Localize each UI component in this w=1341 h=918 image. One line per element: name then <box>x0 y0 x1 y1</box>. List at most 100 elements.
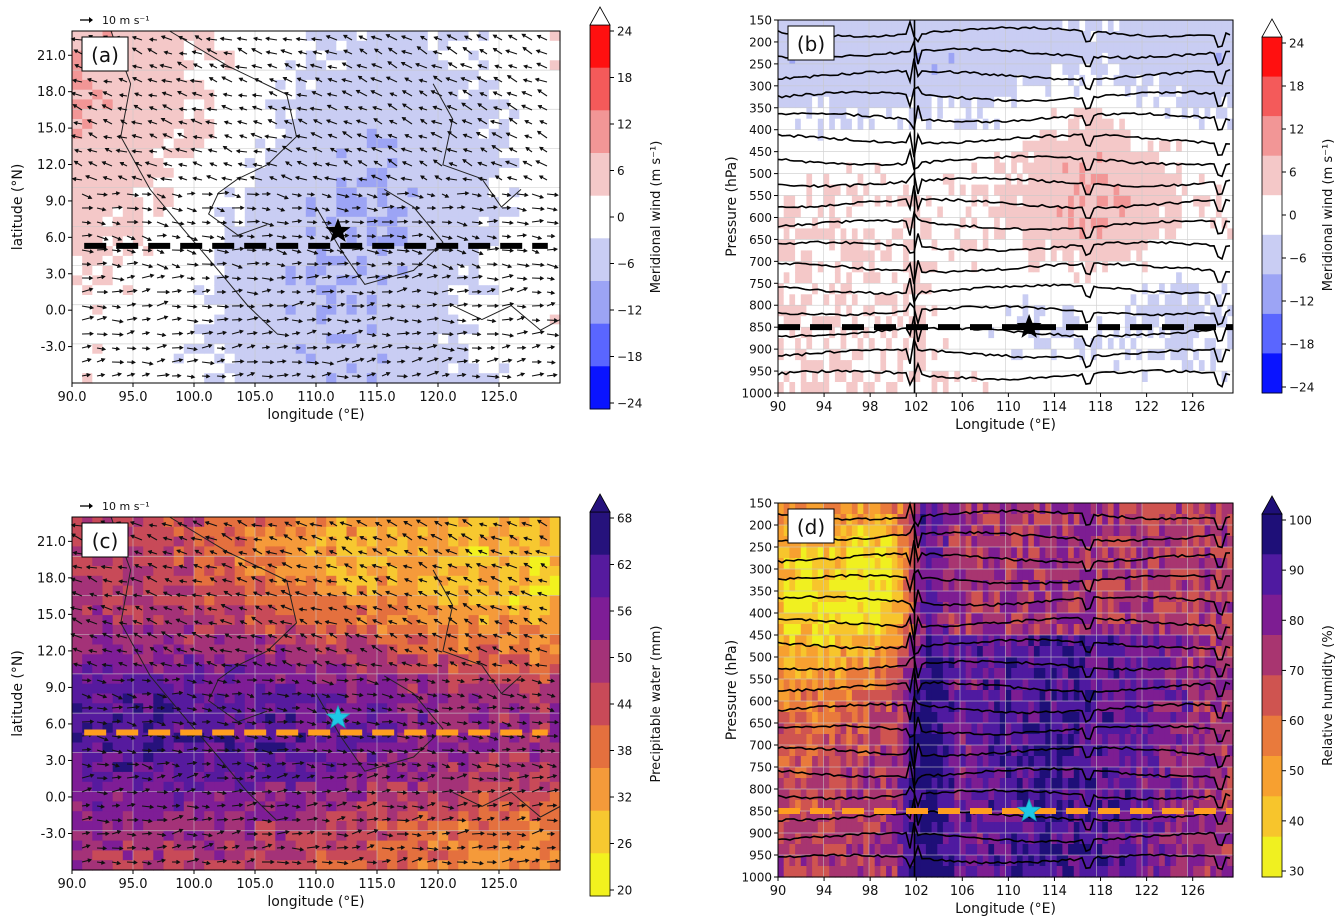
field-cell <box>183 304 195 316</box>
field-cell <box>823 206 830 219</box>
wind-arrow-head <box>253 149 258 154</box>
field-cell <box>851 140 859 153</box>
field-cell <box>214 236 226 247</box>
field-cell <box>891 228 899 240</box>
field-cell <box>255 216 266 228</box>
field-cell <box>509 353 520 365</box>
field-cell <box>224 119 236 130</box>
field-cell <box>285 343 297 355</box>
field-cell <box>778 272 785 284</box>
field-cell <box>356 304 368 316</box>
field-cell <box>960 360 967 372</box>
field-cell <box>519 304 531 316</box>
field-cell <box>795 272 802 284</box>
field-cell <box>897 74 904 87</box>
field-cell <box>305 167 317 179</box>
field-cell <box>468 79 480 91</box>
wind-arrow-head <box>209 63 214 68</box>
field-cell <box>214 60 226 71</box>
field-cell <box>886 63 893 76</box>
field-cell <box>346 334 358 345</box>
field-cell <box>336 119 348 130</box>
field-cell <box>438 148 449 159</box>
field-cell <box>366 197 378 208</box>
field-cell <box>897 184 904 197</box>
wind-arrow-head <box>339 249 345 254</box>
wind-arrow-head <box>73 120 78 126</box>
field-cell <box>931 20 938 32</box>
field-cell <box>143 128 154 140</box>
field-cell <box>468 40 480 52</box>
field-cell <box>519 216 531 228</box>
field-cell <box>806 272 813 284</box>
field-cell <box>1022 52 1029 65</box>
field-cell <box>427 138 439 149</box>
field-cell <box>265 304 276 316</box>
colorbar-tick-label: 6 <box>617 164 625 178</box>
field-cell <box>316 255 327 267</box>
wind-arrow-head <box>191 220 196 226</box>
field-cell <box>539 363 551 374</box>
field-cell <box>886 31 893 43</box>
field-cell <box>1016 96 1024 109</box>
field-cell <box>478 70 490 81</box>
field-cell <box>92 99 104 110</box>
field-cell <box>244 236 256 247</box>
wind-arrow-head <box>161 194 167 199</box>
field-cell <box>275 236 287 247</box>
field-cell <box>988 184 995 197</box>
field-cell <box>806 96 813 109</box>
wind-arrow-head <box>404 77 409 82</box>
field-cell <box>834 294 842 306</box>
field-cell <box>519 334 531 345</box>
colorbar-tick-label: −24 <box>617 397 642 411</box>
field-cell <box>1005 206 1012 219</box>
field-cell <box>891 217 899 230</box>
field-cell <box>851 338 859 350</box>
field-cell <box>224 50 236 61</box>
field-cell <box>244 207 256 218</box>
field-cell <box>549 197 561 208</box>
field-cell <box>72 79 83 91</box>
field-cell <box>133 148 144 159</box>
field-cell <box>920 20 927 32</box>
wind-arrow-head <box>296 289 302 295</box>
field-cell <box>519 363 531 374</box>
field-cell <box>183 226 195 237</box>
wind-arrow-head <box>387 145 392 150</box>
field-cell <box>509 60 520 71</box>
field-cell <box>305 50 317 61</box>
field-cell <box>265 79 276 91</box>
field-cell <box>183 275 195 286</box>
field-cell <box>960 250 967 262</box>
field-cell <box>834 316 842 328</box>
field-cell <box>982 41 990 54</box>
field-cell <box>214 226 226 237</box>
field-cell <box>539 79 551 91</box>
wind-arrow-head <box>280 289 286 294</box>
field-cell <box>931 360 938 372</box>
field-cell <box>897 85 904 98</box>
field-cell <box>925 74 933 87</box>
field-cell <box>326 236 337 247</box>
field-cell <box>960 63 967 76</box>
field-cell <box>468 197 480 208</box>
field-cell <box>499 89 510 101</box>
wind-arrow-head <box>179 345 184 350</box>
field-cell <box>255 226 266 237</box>
field-cell <box>971 85 978 98</box>
field-cell <box>265 167 276 179</box>
field-cell <box>163 363 175 374</box>
field-cell <box>417 148 429 159</box>
wind-arrow-head <box>192 134 198 140</box>
field-cell <box>82 236 93 247</box>
field-cell <box>397 334 409 345</box>
wind-arrow-head <box>433 36 438 41</box>
field-cell <box>488 40 500 52</box>
field-cell <box>834 283 842 295</box>
field-cell <box>153 109 165 120</box>
field-cell <box>316 60 327 71</box>
field-cell <box>478 324 490 335</box>
field-cell <box>224 275 236 286</box>
field-cell <box>438 246 449 257</box>
